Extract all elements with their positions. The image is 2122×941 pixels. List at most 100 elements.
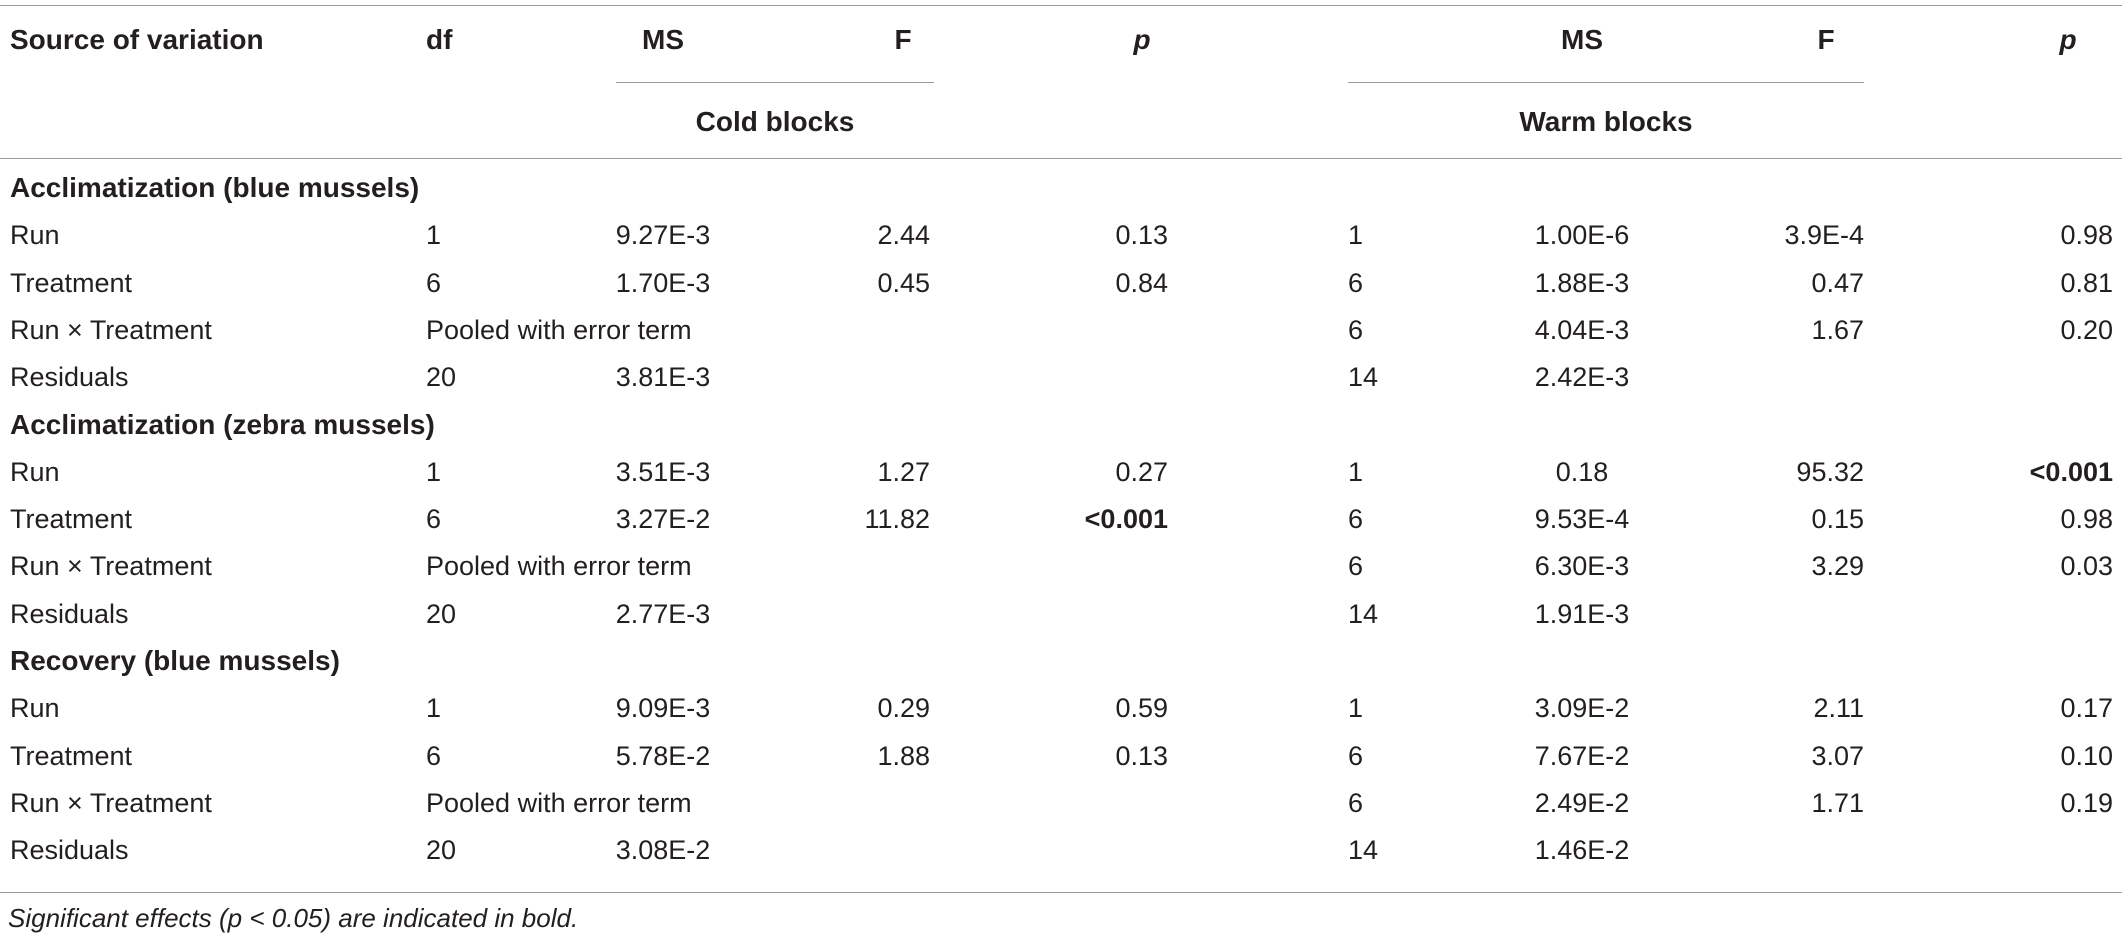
cold-p: 0.84 xyxy=(1115,267,1168,298)
warm-df: 14 xyxy=(1348,598,1379,629)
cold-ms: 9.27E-3 xyxy=(615,220,711,251)
cold-f: 2.44 xyxy=(877,220,930,251)
cold-group-rule xyxy=(616,82,934,83)
row-source: Residuals xyxy=(10,598,129,629)
warm-df: 6 xyxy=(1348,551,1364,582)
row-source: Run xyxy=(10,220,60,251)
warm-ms: 2.42E-3 xyxy=(1534,362,1630,393)
warm-ms: 7.67E-2 xyxy=(1534,740,1630,771)
warm-f: 1.67 xyxy=(1811,314,1864,345)
footnote: Significant effects (p < 0.05) are indic… xyxy=(8,903,578,934)
cold-df: 1 xyxy=(426,693,442,724)
cold-ms: 3.51E-3 xyxy=(615,456,711,487)
warm-f: 2.11 xyxy=(1813,693,1864,724)
footnote-p: p xyxy=(227,903,243,933)
row-source: Treatment xyxy=(10,267,133,298)
row-source: Residuals xyxy=(10,835,129,866)
cold-df: 20 xyxy=(426,362,457,393)
warm-blocks-label: Warm blocks xyxy=(1519,106,1693,137)
warm-p: 0.98 xyxy=(2060,504,2113,535)
warm-df: 6 xyxy=(1348,267,1364,298)
warm-p: 0.98 xyxy=(2060,220,2113,251)
cold-df: 6 xyxy=(426,740,442,771)
warm-ms: 1.00E-6 xyxy=(1534,220,1630,251)
warm-df: 1 xyxy=(1348,220,1364,251)
footnote-suffix: < 0.05) are indicated in bold. xyxy=(242,903,579,933)
warm-p: 0.20 xyxy=(2060,314,2113,345)
header-cold-f: F xyxy=(894,24,912,55)
cold-df: 20 xyxy=(426,835,457,866)
cold-df: 6 xyxy=(426,504,442,535)
warm-f: 1.71 xyxy=(1811,787,1864,818)
row-source: Run × Treatment xyxy=(10,551,212,582)
cold-ms: 2.77E-3 xyxy=(615,598,711,629)
row-source: Run xyxy=(10,456,60,487)
cold-f: 1.27 xyxy=(877,456,930,487)
row-source: Run × Treatment xyxy=(10,314,212,345)
section-title: Acclimatization (zebra mussels) xyxy=(10,408,435,440)
cold-ms: 9.09E-3 xyxy=(615,693,711,724)
row-source: Run × Treatment xyxy=(10,787,212,818)
cold-pooled-note: Pooled with error term xyxy=(426,314,692,345)
row-source: Run xyxy=(10,693,60,724)
warm-p: 0.19 xyxy=(2060,787,2113,818)
header-bottom-rule xyxy=(0,158,2122,159)
warm-df: 14 xyxy=(1348,362,1379,393)
cold-f: 1.88 xyxy=(877,740,930,771)
warm-f: 3.9E-4 xyxy=(1784,220,1864,251)
warm-df: 1 xyxy=(1348,456,1364,487)
cold-df: 6 xyxy=(426,267,442,298)
warm-ms: 1.88E-3 xyxy=(1534,267,1630,298)
row-source: Residuals xyxy=(10,362,129,393)
cold-ms: 1.70E-3 xyxy=(615,267,711,298)
warm-f: 95.32 xyxy=(1796,456,1864,487)
cold-p: 0.13 xyxy=(1115,220,1168,251)
cold-f: 11.82 xyxy=(864,504,930,535)
warm-df: 6 xyxy=(1348,314,1364,345)
warm-df: 14 xyxy=(1348,835,1379,866)
warm-ms: 4.04E-3 xyxy=(1534,314,1630,345)
section-title: Acclimatization (blue mussels) xyxy=(10,172,420,203)
cold-f: 0.29 xyxy=(877,693,930,724)
warm-f: 3.29 xyxy=(1811,551,1864,582)
warm-f: 0.47 xyxy=(1811,267,1864,298)
header-source: Source of variation xyxy=(10,24,264,55)
cold-ms: 5.78E-2 xyxy=(615,740,711,771)
header-warm-ms: MS xyxy=(1561,24,1603,55)
cold-p: 0.59 xyxy=(1115,693,1168,724)
row-source: Treatment xyxy=(10,740,133,771)
cold-p: 0.13 xyxy=(1115,740,1168,771)
header-cold-ms: MS xyxy=(642,24,684,55)
cold-ms: 3.81E-3 xyxy=(615,362,711,393)
cold-p: <0.001 xyxy=(1084,504,1168,535)
cold-ms: 3.08E-2 xyxy=(615,835,711,866)
table-top-rule xyxy=(0,5,2122,6)
cold-f: 0.45 xyxy=(877,267,930,298)
cold-blocks-label: Cold blocks xyxy=(695,106,855,137)
header-warm-p: p xyxy=(2059,24,2077,55)
warm-ms: 3.09E-2 xyxy=(1534,693,1630,724)
warm-p: <0.001 xyxy=(2029,456,2113,487)
warm-ms: 0.18 xyxy=(1555,456,1609,487)
warm-p: 0.17 xyxy=(2060,693,2113,724)
warm-ms: 6.30E-3 xyxy=(1534,551,1630,582)
warm-p: 0.03 xyxy=(2060,551,2113,582)
cold-df: 20 xyxy=(426,598,457,629)
cold-ms: 3.27E-2 xyxy=(615,504,711,535)
warm-df: 6 xyxy=(1348,504,1364,535)
cold-pooled-note: Pooled with error term xyxy=(426,787,692,818)
warm-ms: 1.91E-3 xyxy=(1534,598,1630,629)
warm-ms: 1.46E-2 xyxy=(1534,835,1630,866)
warm-ms: 2.49E-2 xyxy=(1534,787,1630,818)
row-source: Treatment xyxy=(10,504,133,535)
header-df: df xyxy=(426,24,453,55)
footnote-prefix: Significant effects ( xyxy=(8,903,228,933)
cold-pooled-note: Pooled with error term xyxy=(426,551,692,582)
warm-f: 0.15 xyxy=(1811,504,1864,535)
table-bottom-rule xyxy=(0,892,2122,893)
warm-f: 3.07 xyxy=(1811,740,1864,771)
section-title: Recovery (blue mussels) xyxy=(10,645,340,676)
warm-df: 1 xyxy=(1348,693,1364,724)
header-warm-f: F xyxy=(1817,24,1835,55)
warm-p: 0.10 xyxy=(2060,740,2113,771)
